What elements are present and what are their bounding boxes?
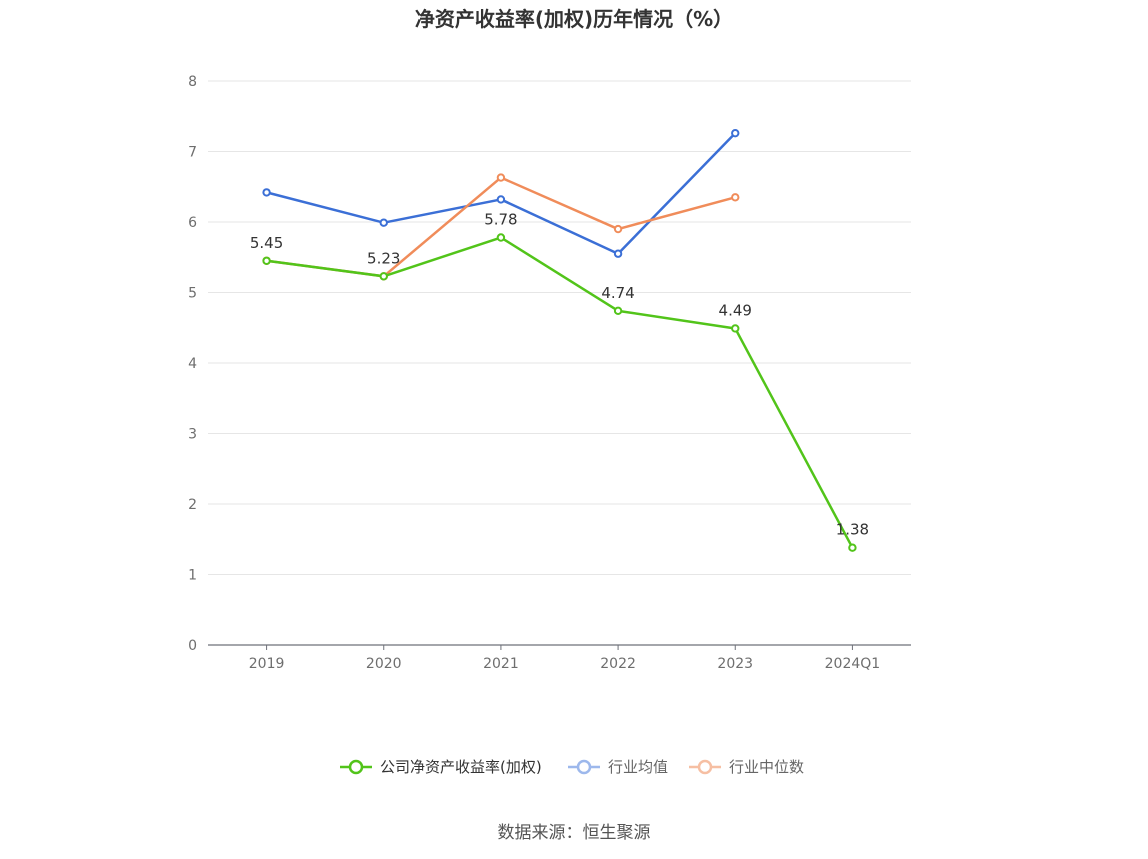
- data-label: 4.49: [719, 301, 752, 319]
- legend-circle-icon: [348, 759, 364, 775]
- data-point: [496, 233, 506, 242]
- y-tick-label: 2: [188, 497, 197, 513]
- data-point: [496, 195, 506, 204]
- y-axis-ticks: 0 1 2 3 4 5 6 7 8: [188, 74, 197, 654]
- x-axis: 2019 2020 2021 2022 2023 2024Q1: [208, 644, 911, 672]
- x-tick-label: 2020: [366, 656, 402, 672]
- data-point: [379, 272, 388, 281]
- y-tick-label: 0: [188, 638, 197, 654]
- chart-title: 净资产收益率(加权)历年情况（%）: [415, 7, 733, 31]
- legend-item-label[interactable]: 公司净资产收益率(加权): [380, 758, 542, 776]
- x-tick-label: 2022: [600, 656, 636, 672]
- data-point: [731, 193, 740, 202]
- data-label: 1.38: [836, 521, 869, 539]
- x-tick-label: 2023: [717, 656, 753, 672]
- data-point: [848, 543, 857, 552]
- data-label: 5.23: [367, 249, 400, 267]
- y-tick-label: 5: [188, 286, 197, 302]
- y-tick-label: 1: [188, 568, 197, 584]
- data-point: [613, 224, 623, 234]
- data-label: 5.78: [484, 211, 517, 229]
- data-point: [379, 218, 388, 227]
- data-point: [731, 128, 740, 138]
- data-label: 4.74: [601, 284, 634, 302]
- y-tick-label: 8: [188, 74, 197, 90]
- x-tick-label: 2024Q1: [825, 656, 881, 672]
- legend-item-label[interactable]: 行业中位数: [729, 758, 804, 776]
- x-tick-label: 2019: [249, 656, 285, 672]
- data-label: 5.45: [250, 234, 283, 252]
- y-tick-label: 4: [188, 356, 197, 372]
- x-tick-label: 2021: [483, 656, 519, 672]
- source-note: 数据来源：恒生聚源: [498, 823, 651, 843]
- legend-circle-icon: [697, 759, 713, 775]
- data-point: [496, 173, 506, 182]
- grid-lines: [208, 80, 911, 575]
- series-line: [266, 236, 854, 549]
- data-labels: 5.45 5.23 5.78 4.74 4.49 1.38: [250, 211, 869, 539]
- legend[interactable]: 公司净资产收益率(加权) 行业均值 行业中位数: [340, 758, 804, 776]
- y-tick-label: 7: [188, 145, 197, 161]
- data-point: [262, 256, 271, 265]
- data-point: [262, 188, 271, 197]
- legend-item-label[interactable]: 行业均值: [608, 758, 668, 776]
- data-point: [613, 306, 623, 316]
- series-group: [262, 128, 857, 552]
- y-tick-label: 3: [188, 427, 197, 443]
- data-point: [731, 324, 740, 333]
- data-point: [613, 249, 623, 258]
- legend-circle-icon: [576, 759, 592, 775]
- y-tick-label: 6: [188, 215, 197, 231]
